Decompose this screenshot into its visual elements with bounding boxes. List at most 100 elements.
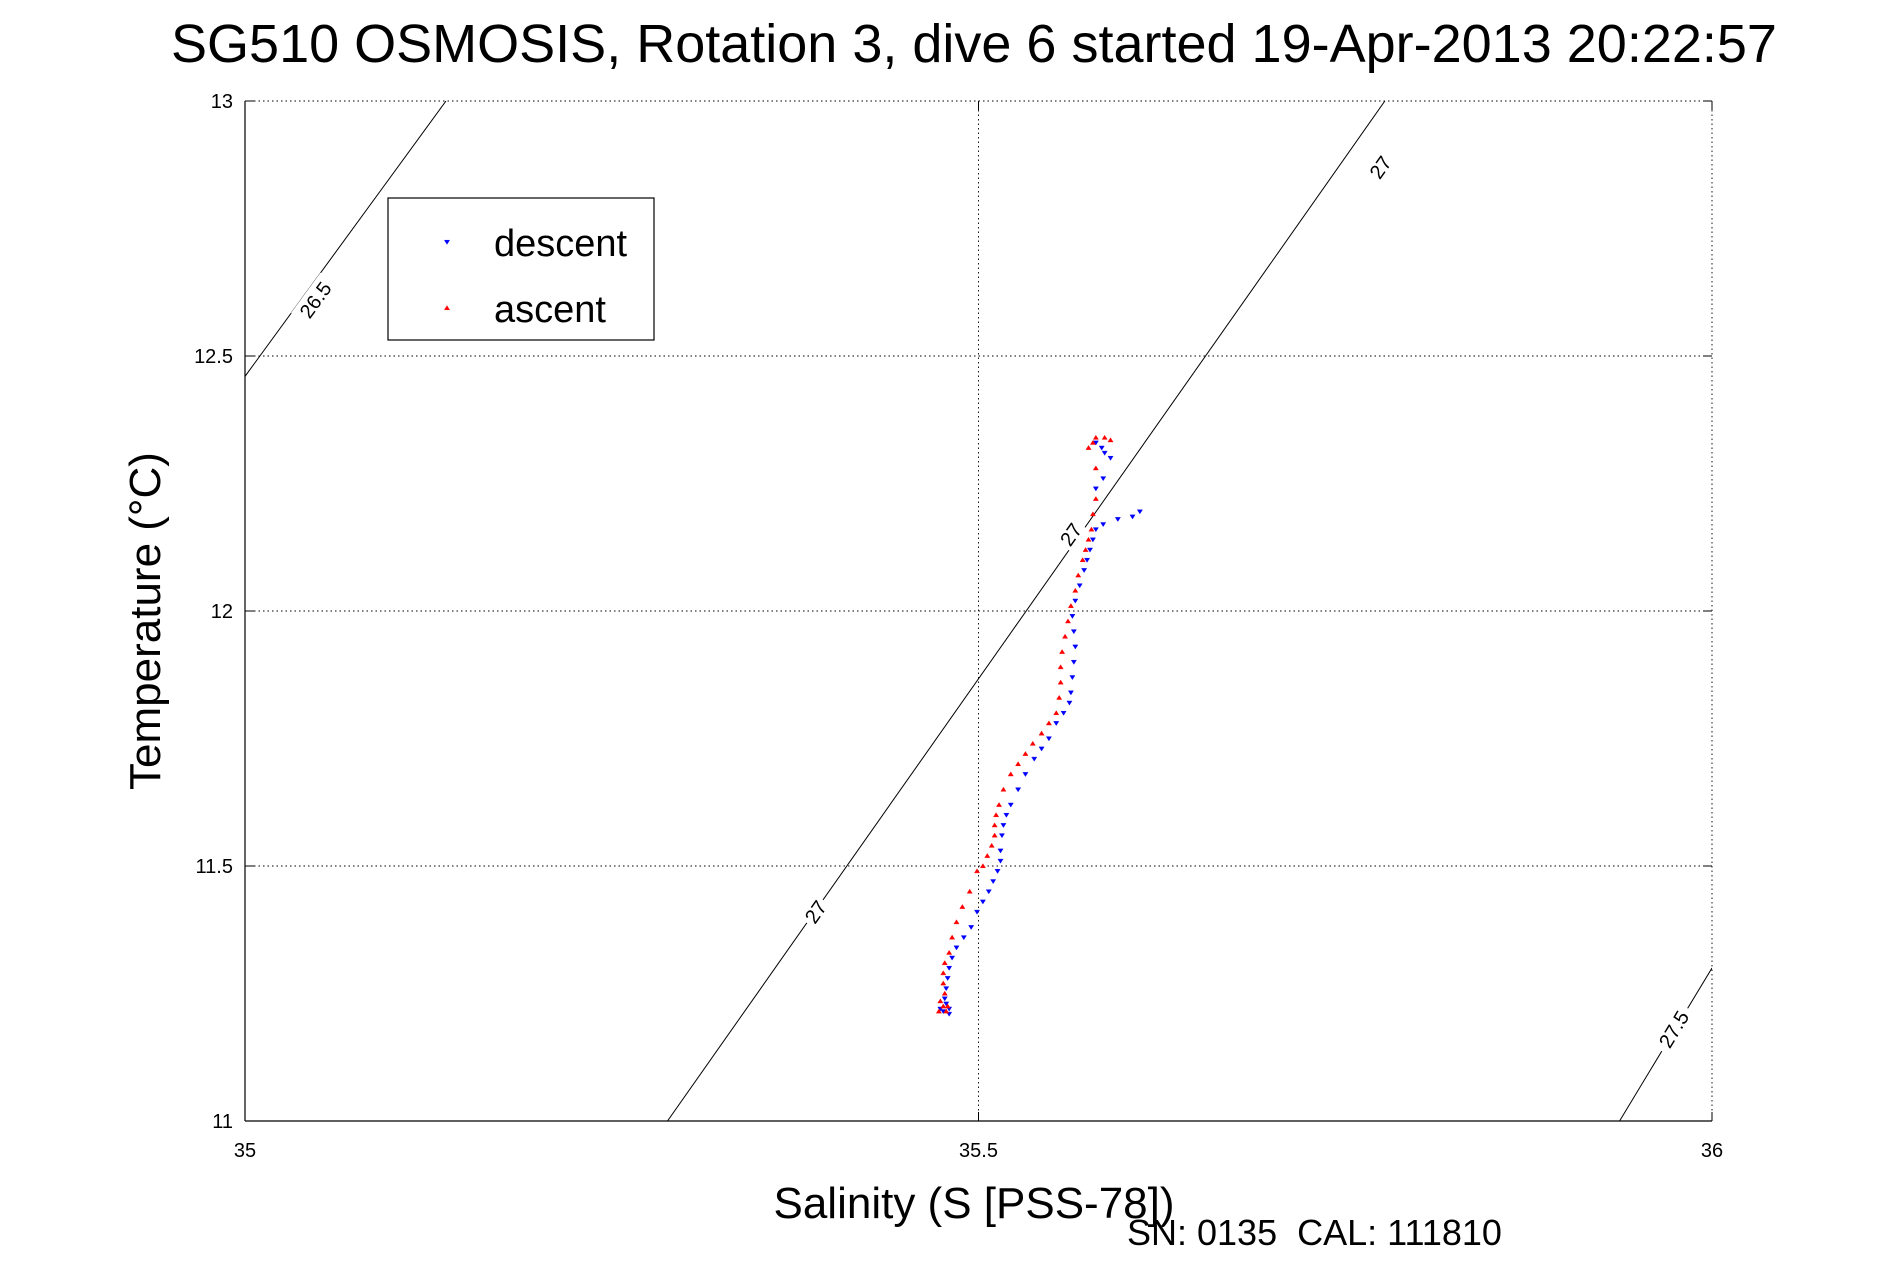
chart-title: SG510 OSMOSIS, Rotation 3, dive 6 starte… — [171, 14, 1777, 74]
data-point-descent — [1022, 772, 1029, 777]
data-point-descent — [1100, 522, 1107, 528]
data-point-ascent — [959, 904, 966, 909]
y-tick-label: 12 — [211, 601, 233, 623]
data-point-ascent — [941, 990, 948, 996]
data-point-descent — [974, 909, 980, 915]
data-point-ascent — [1056, 694, 1063, 700]
data-point-descent — [1069, 675, 1076, 681]
data-point-ascent — [1107, 437, 1114, 443]
data-point-ascent — [1007, 771, 1014, 777]
data-point-ascent — [1072, 587, 1079, 593]
data-point-descent — [953, 945, 960, 951]
data-point-ascent — [1092, 465, 1099, 471]
data-point-descent — [946, 965, 953, 971]
data-point-ascent — [946, 949, 953, 955]
legend-label-descent: descent — [494, 223, 628, 265]
density-contour-27 — [667, 101, 1386, 1121]
data-point-descent — [1069, 614, 1076, 619]
data-point-ascent — [949, 934, 956, 940]
data-point-descent — [1060, 710, 1067, 716]
data-point-ascent — [991, 822, 998, 828]
legend-marker-ascent — [444, 305, 450, 311]
data-point-descent — [1045, 736, 1052, 742]
data-point-ascent — [1057, 679, 1064, 685]
data-point-ascent — [944, 1003, 951, 1009]
data-point-descent — [968, 925, 975, 930]
legend-marker-descent — [444, 239, 450, 245]
x-tick-label: 35.5 — [959, 1140, 998, 1162]
contour-label-bg — [1362, 148, 1399, 186]
data-point-ascent — [941, 960, 948, 965]
data-point-descent — [979, 899, 986, 905]
data-point-ascent — [1088, 526, 1095, 532]
data-point-ascent — [1085, 445, 1092, 450]
data-point-descent — [1053, 721, 1060, 726]
data-point-ascent — [1085, 536, 1092, 542]
data-point-ascent — [1065, 618, 1071, 624]
data-point-ascent — [1092, 434, 1099, 440]
data-point-ascent — [1092, 496, 1099, 501]
data-point-ascent — [996, 802, 1002, 807]
data-point-ascent — [1015, 761, 1022, 767]
data-point-descent — [1000, 823, 1007, 828]
data-point-descent — [1003, 812, 1010, 818]
data-point-descent — [1076, 583, 1083, 589]
data-point-ascent — [940, 980, 947, 986]
data-point-ascent — [953, 919, 960, 925]
data-point-descent — [1089, 537, 1096, 543]
x-tick-label: 35 — [234, 1140, 256, 1162]
data-point-ascent — [1029, 740, 1036, 746]
contour-label-bg — [290, 272, 340, 328]
data-point-descent — [1015, 787, 1022, 793]
data-point-ascent — [1089, 439, 1096, 445]
data-point-descent — [944, 976, 951, 981]
data-point-descent — [1066, 700, 1073, 706]
data-point-ascent — [1022, 751, 1029, 756]
data-point-ascent — [979, 863, 986, 869]
data-point-ascent — [984, 853, 991, 858]
data-point-ascent — [1000, 786, 1007, 792]
data-point-descent — [1084, 557, 1091, 563]
data-point-descent — [994, 869, 1001, 874]
data-point-descent — [1072, 644, 1079, 650]
data-point-descent — [1070, 629, 1077, 635]
data-point-ascent — [1079, 557, 1086, 563]
contour-label-bg — [797, 893, 834, 931]
data-point-descent — [943, 986, 950, 992]
series-descent — [937, 440, 1143, 1017]
footer-serial-cal: SN: 0135 CAL: 111810 — [1127, 1212, 1502, 1253]
data-point-descent — [990, 879, 997, 885]
contour-label-bg — [1650, 1001, 1698, 1057]
data-point-descent — [1072, 598, 1079, 604]
x-tick-label: 36 — [1701, 1140, 1723, 1162]
data-point-descent — [1098, 445, 1105, 451]
data-point-ascent — [988, 842, 995, 848]
data-point-ascent — [940, 1003, 947, 1009]
legend-marker-glyph-descent — [444, 239, 450, 245]
contour-label: 27 — [1056, 520, 1087, 551]
data-point-descent — [1092, 527, 1099, 533]
data-point-ascent — [993, 812, 1000, 818]
data-point-descent — [1100, 476, 1107, 482]
legend-label-ascent: ascent — [494, 289, 606, 331]
contour-label: 27 — [1366, 152, 1397, 183]
data-point-descent — [997, 858, 1004, 864]
data-point-ascent — [935, 1008, 942, 1014]
data-point-descent — [1031, 756, 1038, 762]
data-point-descent — [1038, 746, 1045, 752]
data-point-ascent — [1089, 511, 1096, 517]
data-point-descent — [941, 996, 948, 1002]
data-point-ascent — [940, 970, 947, 976]
data-point-ascent — [991, 832, 998, 838]
data-point-descent — [1087, 547, 1093, 553]
data-point-descent — [999, 833, 1005, 839]
y-axis-label: Temperature (°C) — [121, 452, 170, 790]
y-tick-label: 13 — [211, 91, 233, 113]
data-point-descent — [1136, 509, 1143, 515]
data-point-descent — [985, 889, 992, 895]
legend-box — [387, 197, 655, 341]
series-ascent — [935, 434, 1114, 1014]
data-point-ascent — [1101, 434, 1108, 440]
data-point-descent — [1092, 486, 1099, 492]
